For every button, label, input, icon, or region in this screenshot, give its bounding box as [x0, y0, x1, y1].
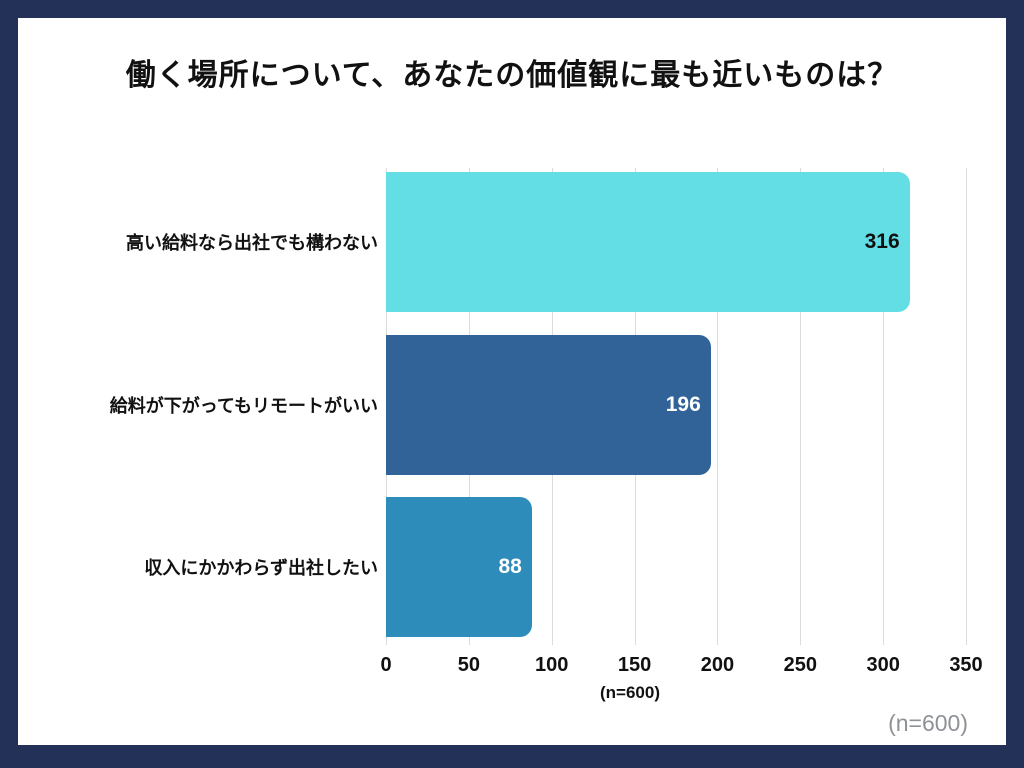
chart-page: 働く場所について、あなたの価値観に最も近いものは？ 316 196 88 高い給料な…: [18, 18, 1006, 745]
bar-row: 196: [386, 335, 966, 475]
x-tick-label: 250: [783, 654, 817, 676]
category-label: 給料が下がってもリモートがいい: [109, 396, 378, 416]
x-tick-label: 200: [700, 654, 735, 676]
bar-row: 316: [386, 172, 966, 312]
x-tick-label: 0: [380, 654, 392, 676]
bar-value-label: 196: [665, 393, 701, 416]
category-label: 高い給料なら出社でも構わない: [126, 233, 378, 253]
gridline: [966, 168, 967, 645]
bar-value-label: 316: [864, 230, 900, 253]
bar-2: 196: [386, 335, 711, 475]
x-tick-label: 300: [866, 654, 900, 676]
bar-value-label: 88: [498, 555, 522, 578]
bar-1: 316: [386, 172, 910, 312]
bar-row: 88: [386, 497, 966, 637]
chart-title: 働く場所について、あなたの価値観に最も近いものは？: [125, 59, 899, 92]
sample-size-note: (n=600): [600, 683, 660, 702]
watermark-sample-size: (n=600): [888, 710, 968, 736]
x-tick-label: 150: [617, 654, 652, 676]
x-tick-label: 50: [457, 654, 480, 676]
plot-area: 316 196 88: [386, 168, 967, 645]
x-tick-label: 100: [535, 654, 569, 676]
bar-3: 88: [386, 497, 532, 637]
category-label: 収入にかかわらず出社したい: [144, 558, 378, 578]
x-axis: 0 50 100 150 200 250 300 350: [380, 654, 982, 680]
x-tick-label: 350: [949, 654, 983, 676]
gridline: [883, 168, 885, 645]
gridline: [800, 168, 802, 645]
gridline: [717, 168, 719, 645]
